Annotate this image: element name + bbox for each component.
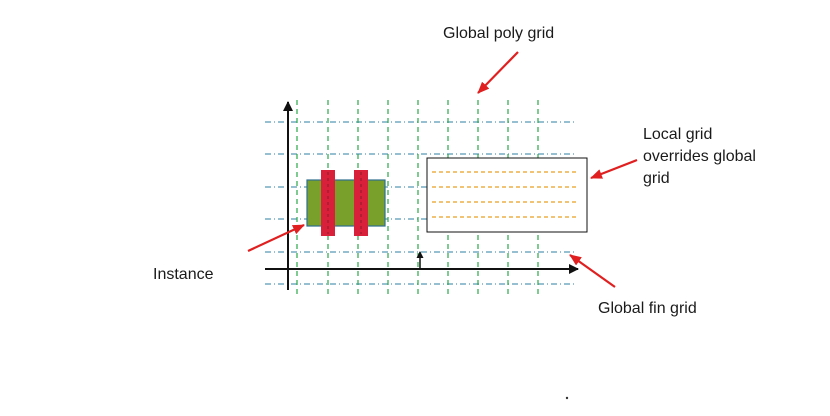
instance-cell <box>306 170 386 236</box>
global-poly-grid-label: Global poly grid <box>443 25 554 42</box>
local-grid-label-line2: overrides global <box>643 148 756 165</box>
instance-label: Instance <box>153 266 214 283</box>
red-arrow-icon <box>477 51 519 94</box>
local-grid-region <box>426 157 588 233</box>
instance-body <box>306 179 386 227</box>
local-grid-label-line1: Local grid <box>643 126 712 143</box>
red-arrow-icon <box>569 254 616 288</box>
axes <box>265 101 579 290</box>
stray-dot <box>565 396 569 400</box>
local-grid-label-line3: grid <box>643 170 670 187</box>
local-grid-box <box>426 157 588 233</box>
red-arrow-icon <box>590 158 638 180</box>
global-fin-grid-label: Global fin grid <box>598 300 697 317</box>
callout-arrows <box>247 51 638 288</box>
red-arrow-icon <box>247 224 305 252</box>
local-grid-lines <box>432 171 578 218</box>
